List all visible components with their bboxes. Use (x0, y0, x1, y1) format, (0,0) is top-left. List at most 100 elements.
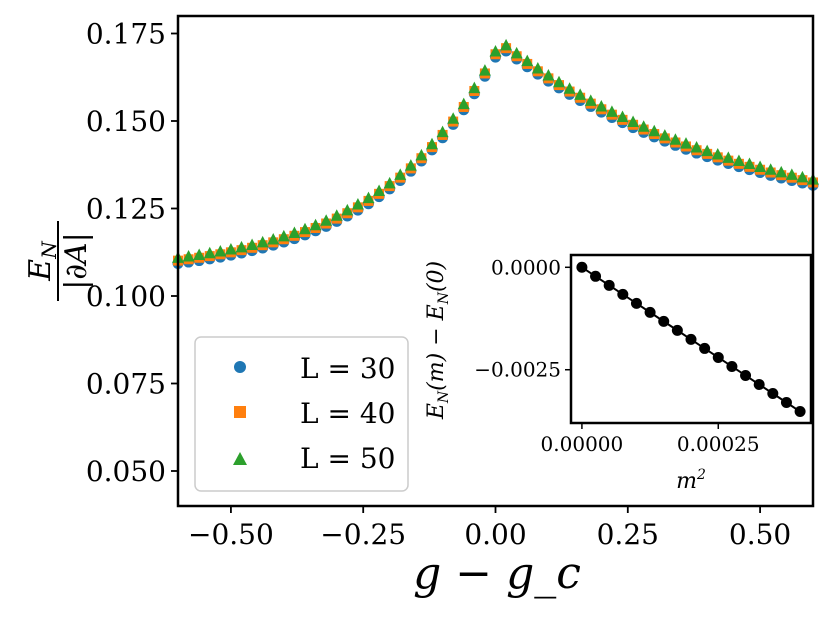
inset-x-axis-label: m2 (676, 467, 706, 494)
inset-y-ticks: 0.0000 −0.0025 (474, 255, 571, 382)
y-tick-label: 0.150 (86, 105, 166, 138)
legend-label-l50: L = 50 (300, 442, 395, 475)
data-point-l50 (658, 129, 671, 141)
inset-y-tick-label: 0.0000 (491, 255, 561, 279)
legend-entry-l30: L = 30 (234, 352, 395, 385)
legend-marker-square (234, 406, 246, 418)
inset-y-tick-label: −0.0025 (474, 358, 561, 382)
data-point-l50 (267, 233, 280, 245)
data-point-l50 (404, 159, 417, 171)
legend-label-l40: L = 40 (300, 397, 395, 430)
data-point-l50 (669, 133, 682, 145)
data-point-l50 (256, 235, 269, 248)
y-tick-label: 0.050 (86, 455, 166, 488)
legend-marker-triangle (233, 452, 247, 465)
inset-frame (569, 253, 813, 425)
data-point-l50 (510, 46, 523, 59)
data-point-l50 (754, 160, 767, 172)
data-point-l50 (701, 144, 714, 157)
data-point-l50 (203, 246, 216, 259)
main-x-axis-label: g − g_c (413, 548, 581, 599)
data-point-l50 (542, 69, 555, 81)
data-point-l50 (299, 222, 311, 235)
data-point-l50 (563, 82, 576, 94)
inset-data-point (685, 333, 697, 345)
data-point-l50 (489, 44, 502, 57)
data-point-l50 (764, 163, 777, 175)
data-point-l50 (341, 203, 354, 216)
y-tick-label: 0.125 (86, 193, 166, 226)
inset-x-ticks: 0.00000 0.00025 (541, 423, 760, 456)
data-point-l50 (224, 243, 237, 255)
data-point-l50 (351, 198, 364, 210)
inset-plot: 0.00000 0.00025 0.0000 −0.0025 m2 EN(m) − … (424, 253, 813, 494)
data-point-l50 (436, 125, 449, 138)
data-point-l50 (277, 229, 290, 242)
data-point-l50 (680, 137, 692, 149)
data-point-l50 (362, 191, 375, 204)
data-point-l50 (553, 75, 565, 88)
data-point-l50 (457, 97, 470, 110)
data-point-l50 (531, 62, 544, 74)
x-tick-label: 0.50 (729, 518, 791, 551)
data-point-l50 (574, 88, 587, 100)
data-point-l50 (182, 249, 195, 262)
data-point-l50 (775, 165, 788, 178)
data-point-l50 (193, 248, 206, 260)
x-tick-label: −0.50 (188, 518, 274, 551)
y-label-denominator: |∂A| (59, 232, 94, 289)
legend: L = 30 L = 40 L = 50 (194, 336, 409, 492)
main-x-ticks: −0.50 −0.25 0.00 0.25 0.50 (188, 506, 791, 551)
data-point-l50 (732, 154, 745, 167)
data-point-l50 (309, 218, 322, 231)
inset-data-point (712, 351, 724, 363)
data-point-l50 (415, 148, 428, 161)
inset-x-tick-label: 0.00025 (677, 432, 760, 456)
inset-data-point (767, 387, 779, 399)
data-point-l50 (595, 99, 608, 112)
data-point-l50 (426, 137, 438, 150)
data-point-l50 (722, 151, 735, 163)
data-point-l50 (796, 170, 809, 183)
inset-data-point (740, 369, 752, 381)
data-point-l50 (373, 184, 386, 197)
data-point-l50 (627, 115, 640, 127)
data-point-l50 (584, 94, 597, 106)
data-point-l50 (468, 81, 481, 94)
inset-data-point (603, 279, 615, 291)
inset-x-tick-label: 0.00000 (541, 432, 624, 456)
data-point-l50 (605, 105, 618, 117)
data-point-l50 (743, 157, 756, 170)
y-tick-label: 0.100 (86, 280, 166, 313)
main-y-ticks: 0.050 0.075 0.100 0.125 0.150 0.175 (86, 18, 178, 488)
y-tick-label: 0.175 (86, 18, 166, 51)
data-point-l50 (500, 38, 513, 51)
legend-box (194, 336, 409, 492)
inset-plot-marks (576, 261, 806, 418)
data-point-l50 (711, 148, 724, 160)
data-point-l50 (288, 226, 301, 239)
data-point-l50 (214, 245, 227, 257)
legend-label-l30: L = 30 (300, 352, 395, 385)
inset-data-point (699, 342, 711, 354)
data-point-l50 (521, 54, 534, 67)
data-point-l50 (330, 209, 343, 221)
inset-data-point (780, 397, 792, 409)
inset-y-axis-label: EN(m) − EN(0) (424, 261, 452, 420)
inset-data-point (794, 406, 806, 418)
inset-data-point (753, 378, 765, 390)
data-point-l50 (690, 140, 703, 153)
data-point-l50 (616, 110, 629, 123)
y-tick-label: 0.075 (86, 368, 166, 401)
data-point-l50 (478, 64, 491, 76)
data-point-l50 (785, 168, 798, 180)
x-tick-label: 0.00 (464, 518, 526, 551)
inset-data-point (671, 324, 683, 336)
inset-data-point (630, 297, 642, 309)
inset-data-point (644, 306, 656, 318)
inset-data-point (617, 288, 629, 300)
legend-marker-circle (234, 361, 246, 373)
inset-data-point (590, 270, 602, 282)
data-point-l50 (383, 176, 396, 189)
